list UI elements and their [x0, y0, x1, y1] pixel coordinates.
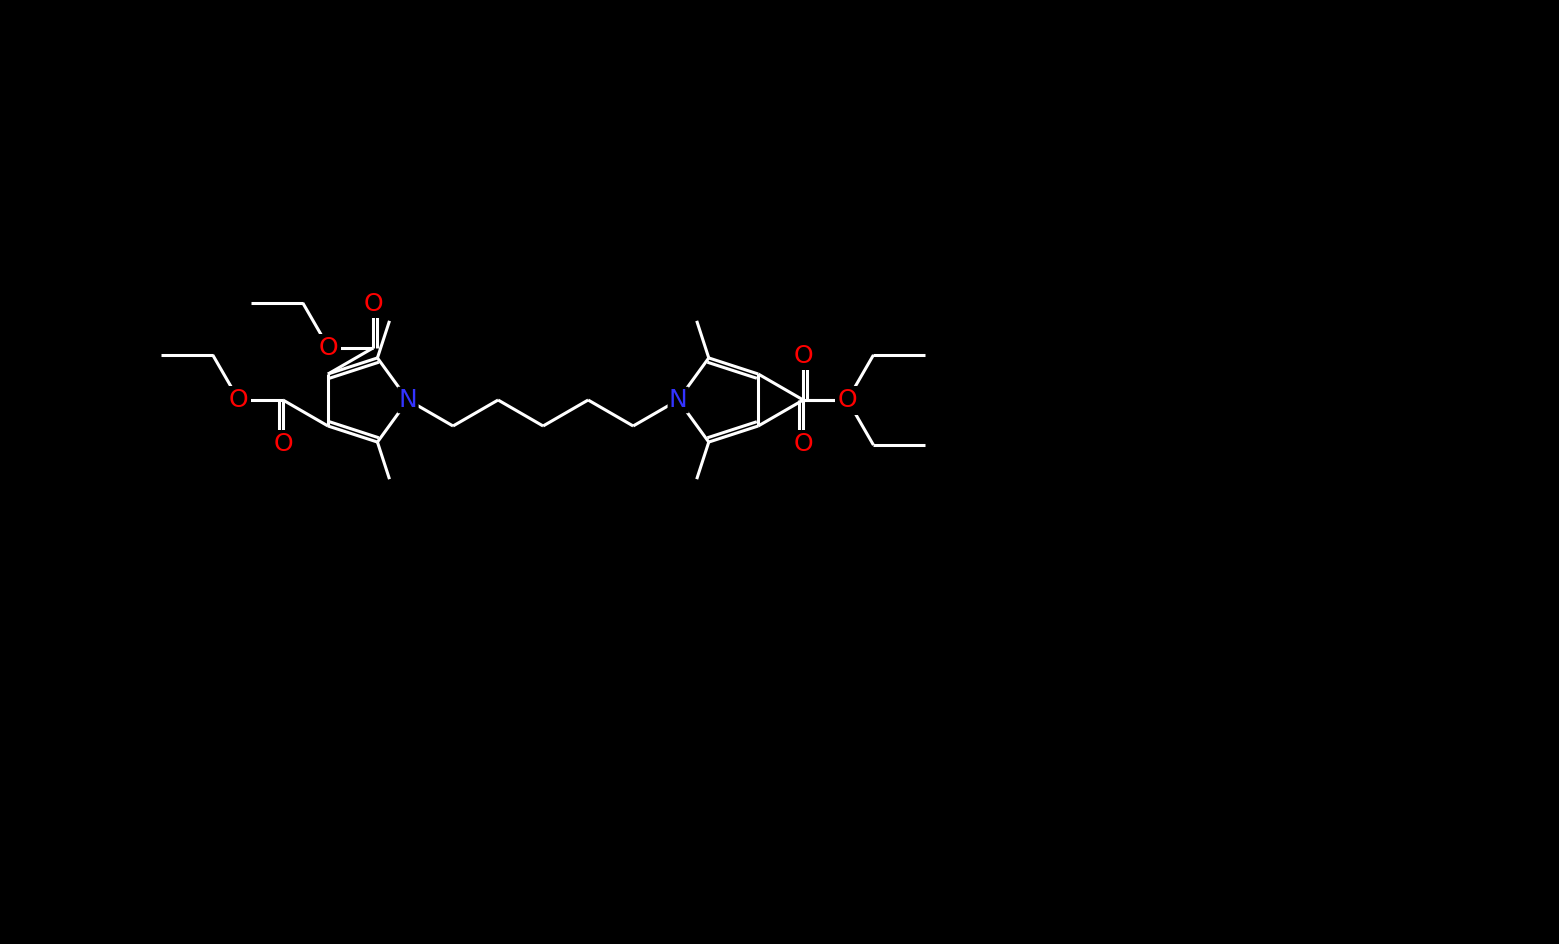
- Text: N: N: [669, 388, 688, 412]
- Text: O: O: [273, 432, 293, 456]
- Text: O: O: [837, 388, 857, 412]
- Text: O: O: [837, 388, 857, 412]
- Text: O: O: [794, 344, 814, 368]
- Text: O: O: [320, 336, 338, 360]
- Text: O: O: [794, 432, 814, 456]
- Text: O: O: [363, 292, 384, 316]
- Text: O: O: [229, 388, 248, 412]
- Text: N: N: [399, 388, 418, 412]
